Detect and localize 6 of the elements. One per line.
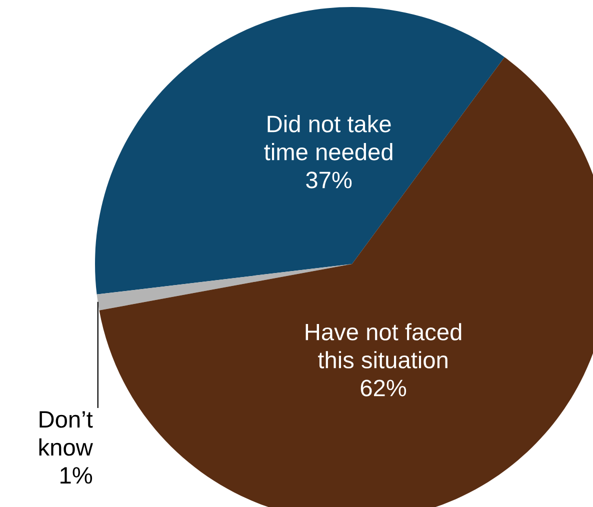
slice-label: Did not take time needed (264, 115, 392, 160)
slice-label: Have not faced this situation (306, 323, 462, 368)
slice-label: Don’t know (39, 411, 93, 456)
data-label: 1% (60, 467, 92, 484)
data-label: 37% (306, 172, 352, 188)
data-label: 62% (360, 380, 406, 396)
